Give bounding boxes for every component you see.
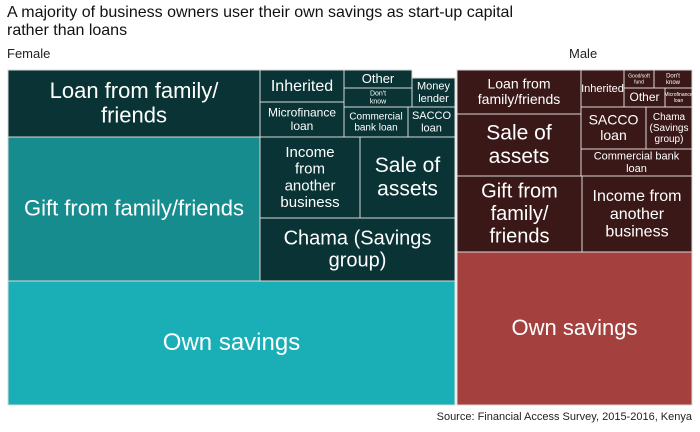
tile-label-male-sale-of-assets: Sale of assets [486,122,552,169]
tile-label-male-commercial-bank-loan: Commercial bank loan [594,151,680,175]
tile-label-male-chama-savings-group: Chama (Savings group) [650,112,689,145]
tile-label-female-commercial-bank-loan: Commercial bank loan [349,111,402,133]
tile-female-commercial-bank-loan [343,106,409,138]
tile-label-female-other: Other [362,71,395,86]
tile-female-chama-savings-group [259,217,456,282]
tile-male-sale-of-assets [456,113,582,177]
tile-female-income-from-another-business [259,136,361,219]
tile-label-female-microfinance-loan: Microfinance loan [268,105,336,132]
tile-male-gift-from-family-friends [456,175,583,253]
tile-label-female-money-lender: Money lender [417,81,451,105]
tile-label-female-chama-savings-group: Chama (Savings group) [284,227,432,271]
tile-female-loan-from-family-friends [7,69,261,138]
tile-female-inherited [259,69,345,103]
tile-female-sale-of-assets [359,136,456,219]
panel-label-male: Male [569,46,598,61]
tile-label-male-own-savings: Own savings [512,315,638,340]
tile-female-sacco-loan [407,106,456,138]
tile-female-money-lender [411,77,456,108]
tile-label-female-sacco-loan: SACCO loan [412,110,452,134]
tile-label-male-microfinance-loan: Microfinance loan [664,92,693,104]
source-note: Source: Financial Access Survey, 2015-20… [436,411,692,423]
tile-label-male-sacco-loan: SACCO loan [589,111,639,143]
tile-male-inherited [580,69,625,108]
tile-male-income-from-another-business [581,175,693,253]
tile-label-female-don-t-know: Don't know [370,91,387,106]
tile-male-chama-savings-group [645,106,693,150]
tile-label-female-inherited: Inherited [271,78,333,95]
tile-label-male-good-soft-fund: Good/soft fund [628,74,650,86]
tile-label-female-own-savings: Own savings [163,329,300,356]
tile-label-male-inherited: Inherited [581,83,624,95]
panel-label-female: Female [7,46,51,61]
tile-male-microfinance-loan [664,87,693,108]
tile-label-male-income-from-another-business: Income from another business [593,188,682,241]
tile-label-female-gift-from-family-friends: Gift from family/friends [24,196,244,221]
tile-label-female-loan-from-family-friends: Loan from family/friends [50,78,220,128]
tile-male-own-savings [456,251,693,406]
tile-female-own-savings [7,280,456,406]
tile-female-gift-from-family-friends [7,136,261,282]
tile-label-female-sale-of-assets: Sale of assets [375,154,441,201]
tile-female-don-t-know [343,87,413,108]
tile-label-male-gift-from-family-friends: Gift from family/friends [481,181,558,248]
tile-label-female-income-from-another-business: Income from another business [280,144,339,211]
tile-label-male-other: Other [629,90,659,104]
tile-male-commercial-bank-loan [580,148,693,177]
chart-title: A majority of business owners user their… [7,4,514,39]
tile-label-male-loan-from-family-friends: Loan from family/friends [478,75,560,107]
tile-label-male-don-t-know: Don't know [666,73,681,86]
